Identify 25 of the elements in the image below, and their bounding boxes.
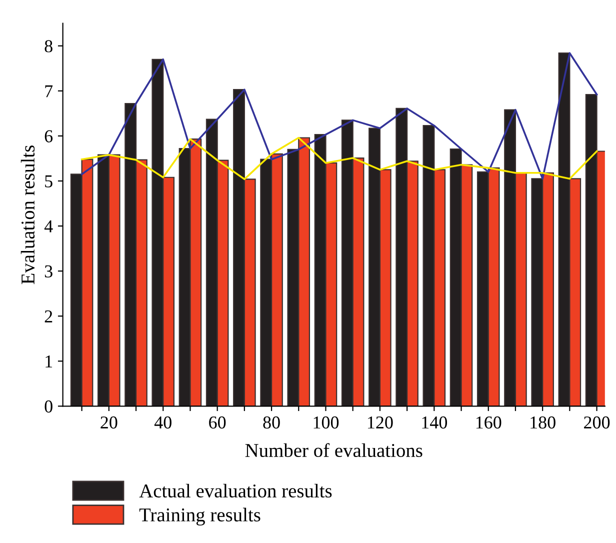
legend-label: Training results	[139, 508, 260, 526]
y-tick-label: 6	[44, 130, 53, 142]
x-tick-label: 60	[209, 416, 226, 429]
line-series	[80, 136, 598, 180]
x-tick-label: 40	[154, 416, 172, 429]
x-tick-label: 160	[476, 416, 502, 429]
x-tick-label: 100	[314, 416, 339, 429]
y-tick-label: 8	[44, 40, 52, 52]
y-tick-label: 0	[44, 400, 52, 413]
x-tick-label: 180	[530, 416, 556, 429]
y-axis-title: Evaluation results	[20, 146, 35, 284]
x-tick-label: 140	[422, 416, 448, 429]
y-tick-label: 7	[45, 85, 53, 98]
x-tick-label: 120	[368, 416, 393, 429]
x-tick-label: 20	[100, 416, 118, 429]
line-series	[80, 52, 598, 180]
x-tick-label: 80	[263, 416, 280, 429]
x-axis-title: Number of evaluations	[245, 443, 422, 458]
y-tick-label: 3	[44, 265, 52, 278]
y-tick-label: 2	[44, 310, 52, 322]
y-tick-label: 5	[45, 175, 52, 188]
y-tick-label: 4	[44, 220, 53, 232]
y-tick-label: 1	[46, 355, 52, 368]
legend-label: Actual evaluation results	[139, 484, 332, 498]
x-tick-label: 200	[584, 416, 610, 429]
